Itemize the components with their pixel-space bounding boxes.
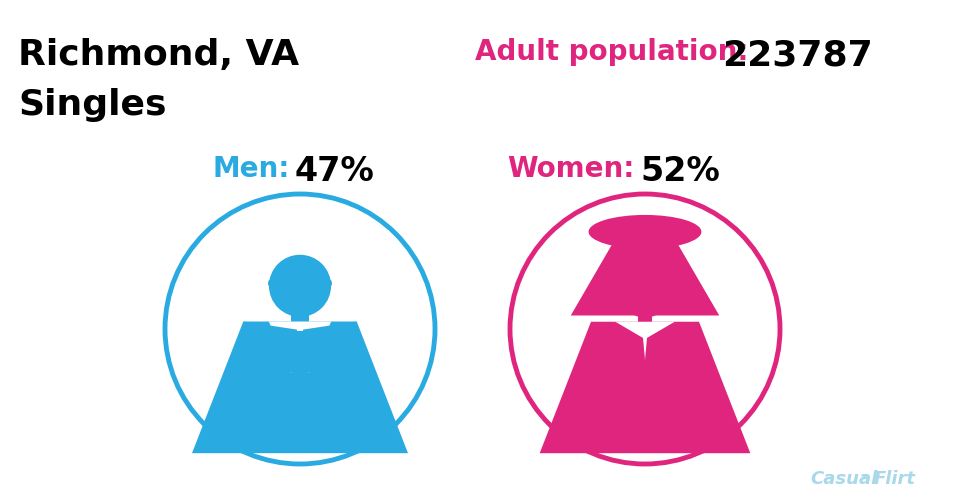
- Ellipse shape: [588, 215, 702, 249]
- Polygon shape: [615, 322, 675, 360]
- Polygon shape: [645, 322, 675, 360]
- Polygon shape: [303, 322, 357, 373]
- Polygon shape: [192, 322, 408, 453]
- Ellipse shape: [268, 280, 275, 288]
- Polygon shape: [540, 322, 751, 453]
- Circle shape: [618, 266, 671, 318]
- Bar: [637, 312, 652, 322]
- Polygon shape: [615, 322, 645, 360]
- Text: 47%: 47%: [295, 155, 374, 188]
- Text: Singles: Singles: [18, 88, 166, 122]
- Text: ·: ·: [860, 469, 867, 487]
- Text: Women:: Women:: [508, 155, 635, 183]
- Circle shape: [269, 255, 331, 317]
- Circle shape: [165, 194, 435, 464]
- Circle shape: [510, 194, 780, 464]
- Text: Men:: Men:: [212, 155, 290, 183]
- Polygon shape: [269, 322, 331, 373]
- Ellipse shape: [325, 280, 332, 288]
- Text: Casual: Casual: [810, 469, 877, 487]
- Text: Flirt: Flirt: [874, 469, 916, 487]
- Polygon shape: [571, 232, 719, 316]
- Text: Adult population:: Adult population:: [475, 38, 749, 66]
- Text: 52%: 52%: [640, 155, 720, 188]
- Text: 223787: 223787: [722, 38, 873, 72]
- Text: Richmond, VA: Richmond, VA: [18, 38, 300, 72]
- Polygon shape: [243, 322, 297, 373]
- Bar: [292, 310, 308, 322]
- Polygon shape: [290, 331, 310, 396]
